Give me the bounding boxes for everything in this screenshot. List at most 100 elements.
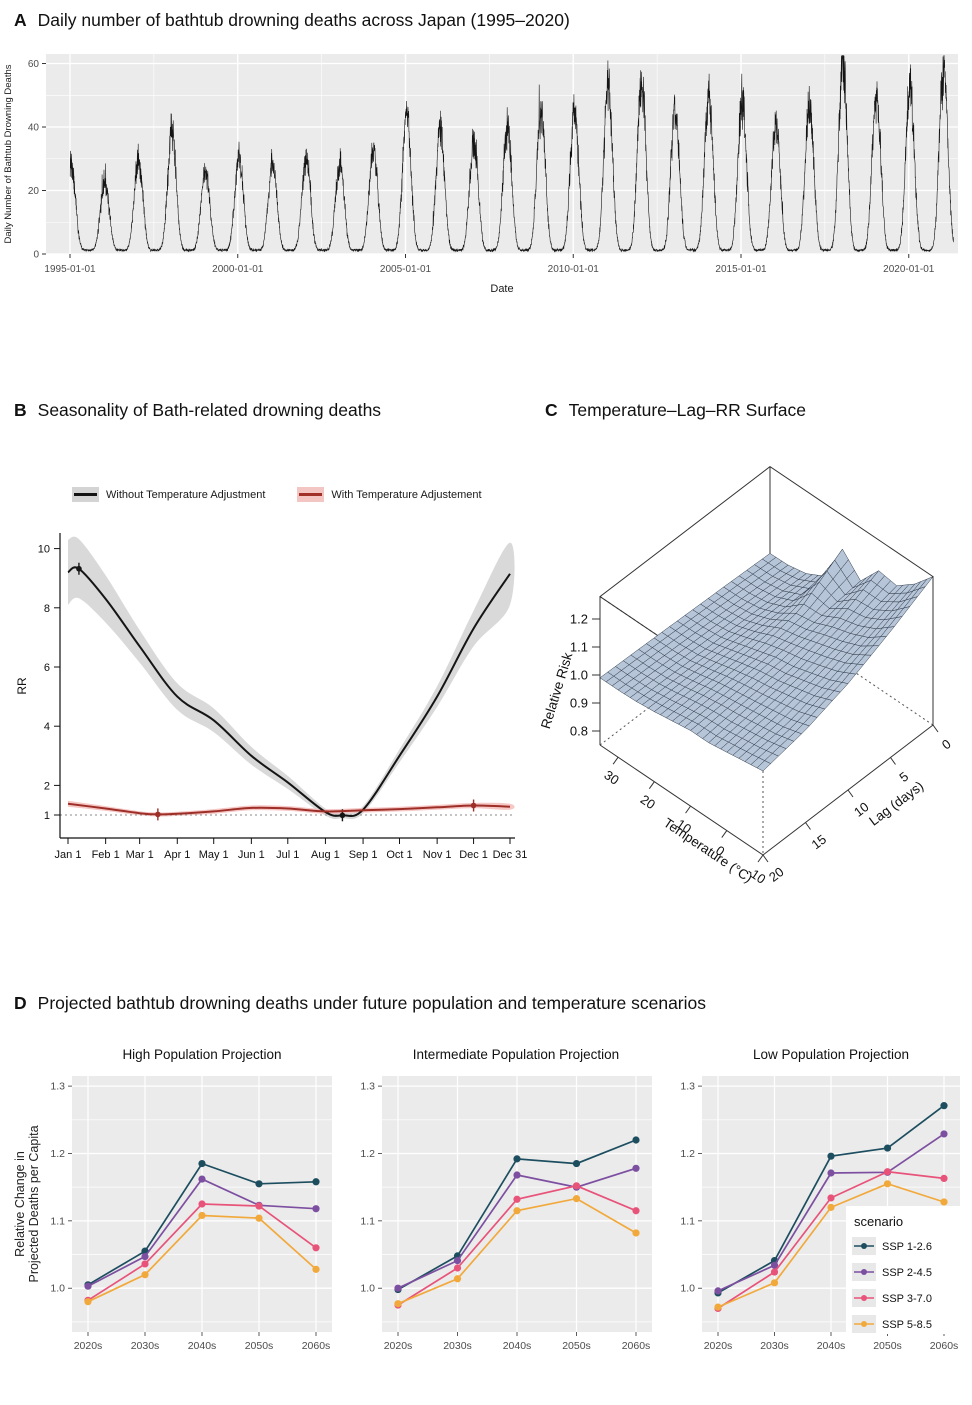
svg-text:Nov 1: Nov 1 bbox=[423, 849, 452, 861]
svg-text:2020s: 2020s bbox=[74, 1340, 103, 1352]
svg-text:RR: RR bbox=[15, 677, 29, 695]
legend-label-with-adjustment: With Temperature Adjustement bbox=[331, 488, 482, 501]
panel-b-title: Seasonality of Bath-related drowning dea… bbox=[37, 400, 382, 420]
svg-text:0.8: 0.8 bbox=[570, 724, 588, 739]
svg-text:scenario: scenario bbox=[854, 1214, 903, 1229]
svg-text:Oct 1: Oct 1 bbox=[386, 849, 412, 861]
svg-text:8: 8 bbox=[44, 603, 50, 615]
svg-text:Jun 1: Jun 1 bbox=[238, 849, 265, 861]
panel-d-chart-high: 1.0 1.1 1.2 1.3 2020s 2030s 2040s 2050s 2060s Rel… bbox=[13, 1076, 332, 1352]
panel-a-heading: A Daily number of bathtub drowning deaths… bbox=[14, 10, 570, 31]
svg-text:Lag (days): Lag (days) bbox=[866, 778, 926, 828]
svg-text:20: 20 bbox=[28, 186, 40, 197]
svg-text:Jul 1: Jul 1 bbox=[276, 849, 299, 861]
svg-text:Temperature (°C): Temperature (°C) bbox=[661, 815, 755, 885]
svg-text:Dec 1: Dec 1 bbox=[459, 849, 488, 861]
panel-a-title: Daily number of bathtub drowning deaths … bbox=[37, 10, 570, 30]
svg-text:10: 10 bbox=[674, 816, 694, 837]
svg-text:SSP 3-7.0: SSP 3-7.0 bbox=[882, 1293, 932, 1305]
svg-text:0: 0 bbox=[33, 250, 39, 261]
svg-text:May 1: May 1 bbox=[199, 849, 229, 861]
svg-text:0: 0 bbox=[939, 736, 954, 752]
svg-text:1.2: 1.2 bbox=[570, 612, 588, 627]
panel-c-title: Temperature–Lag–RR Surface bbox=[568, 400, 806, 420]
svg-text:Relative Risk: Relative Risk bbox=[538, 651, 575, 731]
legend-line-red bbox=[299, 493, 323, 496]
svg-text:SSP 1-2.6: SSP 1-2.6 bbox=[882, 1241, 932, 1253]
svg-text:2040s: 2040s bbox=[503, 1340, 532, 1352]
svg-text:2040s: 2040s bbox=[817, 1340, 846, 1352]
svg-text:1: 1 bbox=[44, 810, 50, 822]
svg-text:Dec 31: Dec 31 bbox=[493, 849, 528, 861]
svg-text:Sep 1: Sep 1 bbox=[349, 849, 378, 861]
svg-text:Projected Deaths per Capita: Projected Deaths per Capita bbox=[27, 1125, 41, 1282]
svg-text:Aug 1: Aug 1 bbox=[311, 849, 340, 861]
svg-text:60: 60 bbox=[28, 59, 40, 70]
svg-text:2030s: 2030s bbox=[443, 1340, 472, 1352]
svg-text:Feb 1: Feb 1 bbox=[92, 849, 120, 861]
panel-d-subtitle-intermediate: Intermediate Population Projection bbox=[412, 1047, 620, 1062]
svg-text:2050s: 2050s bbox=[562, 1340, 591, 1352]
svg-text:10: 10 bbox=[851, 799, 872, 820]
svg-text:1.0: 1.0 bbox=[360, 1283, 375, 1295]
panel-b-legend: Without Temperature Adjustment With Temp… bbox=[72, 487, 482, 502]
panel-a-chart: 1995-01-01 2000-01-01 2005-01-01 2010-01-01… bbox=[3, 54, 958, 295]
panel-b-heading: B Seasonality of Bath-related drowning de… bbox=[14, 400, 381, 421]
svg-text:2060s: 2060s bbox=[302, 1340, 331, 1352]
panel-d-subtitle-high: High Population Projection bbox=[122, 1047, 282, 1062]
panel-a-tag: A bbox=[14, 10, 27, 30]
svg-text:1.1: 1.1 bbox=[570, 640, 588, 655]
svg-text:2050s: 2050s bbox=[873, 1340, 902, 1352]
legend-swatch-without-adjustment bbox=[72, 487, 99, 502]
svg-text:1.3: 1.3 bbox=[50, 1081, 65, 1093]
svg-text:15: 15 bbox=[809, 832, 830, 853]
svg-text:1.0: 1.0 bbox=[680, 1283, 695, 1295]
svg-text:6: 6 bbox=[44, 662, 50, 674]
svg-text:2015-01-01: 2015-01-01 bbox=[715, 264, 767, 275]
svg-text:2060s: 2060s bbox=[930, 1340, 959, 1352]
svg-text:2: 2 bbox=[44, 780, 50, 792]
svg-text:1.1: 1.1 bbox=[360, 1215, 375, 1227]
panel-b-tag: B bbox=[14, 400, 27, 420]
svg-text:1.2: 1.2 bbox=[360, 1148, 375, 1160]
svg-text:0.9: 0.9 bbox=[570, 696, 588, 711]
svg-text:2030s: 2030s bbox=[131, 1340, 160, 1352]
svg-text:2020s: 2020s bbox=[704, 1340, 733, 1352]
svg-text:2050s: 2050s bbox=[245, 1340, 274, 1352]
svg-text:1995-01-01: 1995-01-01 bbox=[44, 264, 96, 275]
svg-text:20: 20 bbox=[638, 792, 658, 813]
svg-text:2060s: 2060s bbox=[622, 1340, 651, 1352]
svg-text:1.1: 1.1 bbox=[680, 1215, 695, 1227]
panel-c-tag: C bbox=[545, 400, 558, 420]
svg-text:Apr 1: Apr 1 bbox=[164, 849, 190, 861]
svg-text:2040s: 2040s bbox=[188, 1340, 217, 1352]
panel-d-title: Projected bathtub drowning deaths under … bbox=[37, 993, 706, 1013]
legend-label-without-adjustment: Without Temperature Adjustment bbox=[106, 488, 266, 501]
svg-text:1.2: 1.2 bbox=[50, 1148, 65, 1160]
svg-text:4: 4 bbox=[44, 721, 50, 733]
svg-text:1.2: 1.2 bbox=[680, 1148, 695, 1160]
panel-d-chart-intermediate: 1.0 1.1 1.2 1.3 2020s 2030s 2040s 2050s 2060s bbox=[360, 1076, 652, 1352]
svg-text:30: 30 bbox=[601, 767, 621, 788]
svg-text:2030s: 2030s bbox=[760, 1340, 789, 1352]
panel-d-tag: D bbox=[14, 993, 27, 1013]
svg-text:SSP 2-4.5: SSP 2-4.5 bbox=[882, 1267, 932, 1279]
svg-text:1.0: 1.0 bbox=[570, 668, 588, 683]
svg-text:1.0: 1.0 bbox=[50, 1283, 65, 1295]
panel-d-chart-low: 1.0 1.1 1.2 1.3 2020s 2030s 2040s 2050s 2060s sce… bbox=[680, 1076, 964, 1352]
svg-text:Mar 1: Mar 1 bbox=[126, 849, 154, 861]
panel-d-heading: D Projected bathtub drowning deaths under… bbox=[14, 993, 706, 1014]
svg-text:2020-01-01: 2020-01-01 bbox=[883, 264, 935, 275]
svg-text:1.3: 1.3 bbox=[360, 1081, 375, 1093]
svg-text:5: 5 bbox=[896, 769, 911, 785]
svg-text:1.1: 1.1 bbox=[50, 1215, 65, 1227]
legend-swatch-with-adjustment bbox=[297, 487, 325, 502]
svg-text:SSP 5-8.5: SSP 5-8.5 bbox=[882, 1319, 932, 1331]
svg-text:Jan 1: Jan 1 bbox=[55, 849, 82, 861]
svg-text:2020s: 2020s bbox=[384, 1340, 413, 1352]
svg-text:Daily Number of Bathtub Drowni: Daily Number of Bathtub Drowning Deaths bbox=[3, 64, 14, 243]
legend-line-black bbox=[74, 493, 97, 496]
svg-text:Relative Change in: Relative Change in bbox=[13, 1151, 27, 1257]
